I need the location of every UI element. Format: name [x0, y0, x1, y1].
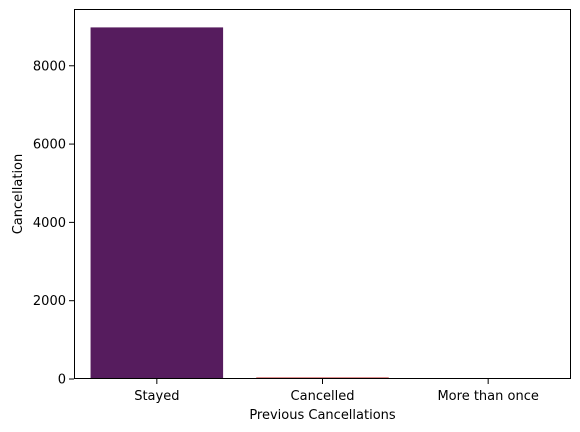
y-axis-label: Cancellation — [11, 154, 26, 235]
x-tick-label: Cancelled — [291, 389, 355, 404]
x-tick-label: Stayed — [134, 389, 179, 404]
y-tick-label: 2000 — [33, 294, 66, 309]
y-tick-label: 0 — [58, 373, 66, 388]
y-tick-label: 4000 — [33, 216, 66, 231]
x-axis-ticks: Stayed Cancelled More than once — [134, 379, 539, 404]
y-tick-label: 6000 — [33, 138, 66, 153]
x-axis-label: Previous Cancellations — [249, 408, 396, 423]
bars-layer — [90, 27, 555, 379]
bar-stayed — [90, 27, 224, 379]
x-tick-label: More than once — [437, 389, 538, 404]
y-tick-label: 8000 — [33, 59, 66, 74]
plot-frame — [74, 9, 571, 379]
y-axis-ticks: 0 2000 4000 6000 8000 — [33, 59, 74, 388]
